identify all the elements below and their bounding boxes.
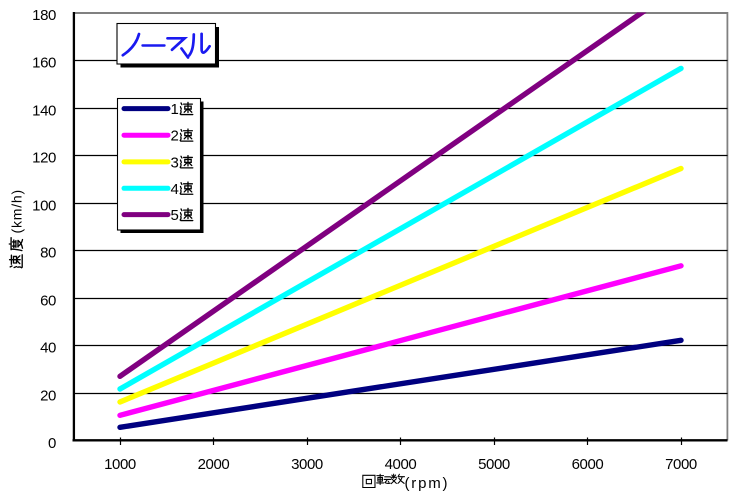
svg-text:(km/h): (km/h) — [9, 189, 25, 233]
svg-text:4: 4 — [171, 181, 179, 198]
svg-text:1: 1 — [171, 101, 179, 118]
svg-text:100: 100 — [32, 198, 56, 215]
svg-text:60: 60 — [40, 293, 56, 310]
svg-text:80: 80 — [40, 245, 56, 262]
svg-text:3000: 3000 — [291, 456, 323, 473]
svg-text:2: 2 — [171, 128, 179, 145]
svg-text:(rpm): (rpm) — [405, 475, 450, 492]
svg-text:40: 40 — [40, 340, 56, 357]
svg-text:180: 180 — [32, 7, 56, 24]
svg-text:6000: 6000 — [572, 456, 604, 473]
svg-text:4000: 4000 — [385, 456, 417, 473]
svg-text:7000: 7000 — [665, 456, 697, 473]
svg-text:3: 3 — [171, 154, 179, 171]
svg-text:1000: 1000 — [104, 456, 136, 473]
svg-text:0: 0 — [48, 435, 56, 452]
svg-text:120: 120 — [32, 150, 56, 167]
svg-text:140: 140 — [32, 103, 56, 120]
svg-text:5000: 5000 — [478, 456, 510, 473]
svg-text:2000: 2000 — [198, 456, 230, 473]
svg-text:5: 5 — [171, 207, 179, 224]
svg-text:160: 160 — [32, 55, 56, 72]
svg-text:20: 20 — [40, 388, 56, 405]
